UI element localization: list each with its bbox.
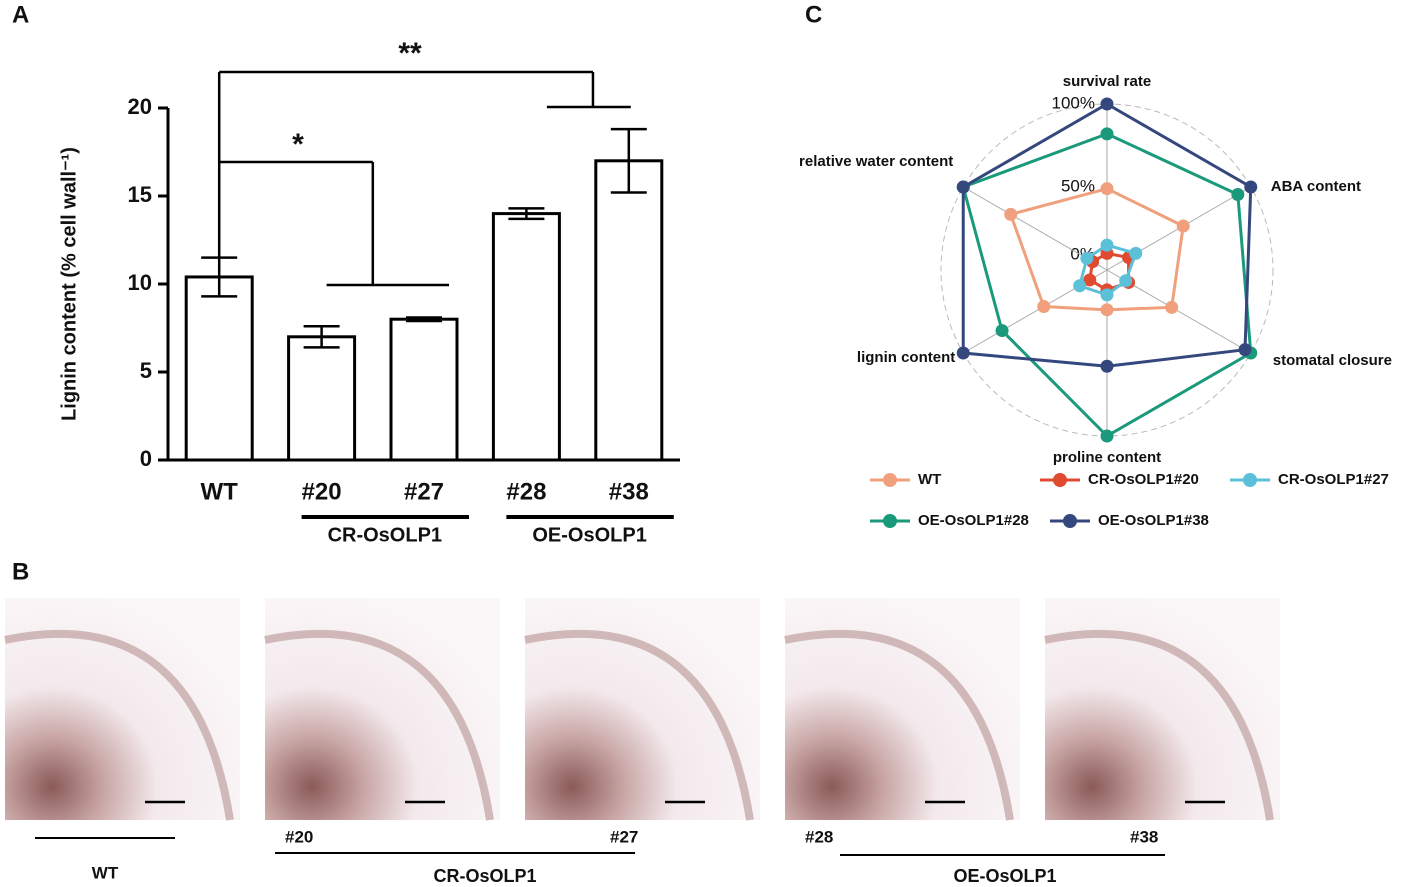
tissue-ring: [524, 629, 754, 821]
point: [1100, 97, 1114, 111]
image-label: #38: [1130, 827, 1158, 846]
image-label: WT: [92, 863, 119, 882]
panel-letter: A: [12, 1, 29, 28]
bar: [594, 159, 664, 462]
tissue-ring: [784, 629, 1014, 821]
group-label: OE-OsOLP1: [532, 524, 646, 546]
point: [1244, 180, 1258, 194]
tissue-ring: [1044, 629, 1274, 821]
y-tick-label: 15: [128, 182, 152, 207]
point: [1238, 343, 1252, 357]
axis-label: stomatal closure: [1273, 352, 1392, 369]
y-tick-label: 20: [128, 94, 152, 119]
bar: [491, 212, 561, 462]
legend-marker: [1053, 473, 1067, 487]
image-label: #20: [285, 827, 313, 846]
legend-label: CR-OsOLP1#27: [1278, 471, 1389, 488]
point: [1100, 182, 1114, 196]
point: [1129, 246, 1143, 260]
point: [1100, 238, 1114, 252]
legend-label: CR-OsOLP1#20: [1088, 471, 1199, 488]
y-tick-label: 5: [140, 358, 152, 383]
bar: [184, 275, 254, 462]
point: [1119, 274, 1133, 288]
significance: *: [292, 128, 304, 161]
x-tick-label: #38: [609, 478, 649, 505]
point: [1176, 219, 1190, 233]
point: [1100, 127, 1114, 141]
point: [956, 346, 970, 360]
bar: [389, 317, 459, 462]
point: [1100, 288, 1114, 302]
r-tick-label: 50%: [1061, 176, 1095, 195]
point: [1100, 359, 1114, 373]
point: [1083, 273, 1097, 287]
legend-marker: [883, 473, 897, 487]
y-axis-label: Lignin content (% cell wall⁻¹): [58, 147, 80, 421]
point: [1073, 279, 1087, 293]
point: [1231, 187, 1245, 201]
axis-label: lignin content: [857, 349, 955, 366]
legend-label: OE-OsOLP1#28: [918, 512, 1029, 529]
group-label: OE-OsOLP1: [953, 866, 1056, 886]
group-label: CR-OsOLP1: [433, 866, 536, 886]
y-tick-label: 10: [128, 270, 152, 295]
x-tick-label: #28: [506, 478, 546, 505]
axis-label: relative water content: [799, 153, 953, 170]
point: [995, 324, 1009, 338]
point: [1100, 429, 1114, 443]
significance: **: [398, 37, 422, 70]
r-tick-label: 100%: [1052, 93, 1095, 112]
point: [1100, 303, 1114, 317]
image-label: #27: [610, 827, 638, 846]
x-tick-label: #27: [404, 478, 444, 505]
y-tick-label: 0: [140, 446, 152, 471]
x-tick-label: WT: [201, 478, 239, 505]
legend-marker: [1243, 473, 1257, 487]
tissue-ring: [264, 629, 494, 821]
legend-marker: [1063, 514, 1077, 528]
point: [1037, 300, 1051, 314]
axis-label: proline content: [1053, 449, 1161, 466]
point: [1165, 300, 1179, 314]
legend-marker: [883, 514, 897, 528]
axis-label: ABA content: [1271, 178, 1361, 195]
point: [1004, 207, 1018, 221]
image-label: #28: [805, 827, 833, 846]
panel-letter: C: [805, 1, 822, 28]
tissue-ring: [4, 629, 234, 821]
bar: [287, 335, 357, 462]
point: [1080, 251, 1094, 265]
x-tick-label: #20: [302, 478, 342, 505]
panel-letter: B: [12, 558, 29, 585]
axis-label: survival rate: [1063, 73, 1151, 90]
legend-label: WT: [918, 471, 941, 488]
point: [956, 180, 970, 194]
group-label: CR-OsOLP1: [328, 524, 442, 546]
legend-label: OE-OsOLP1#38: [1098, 512, 1209, 529]
